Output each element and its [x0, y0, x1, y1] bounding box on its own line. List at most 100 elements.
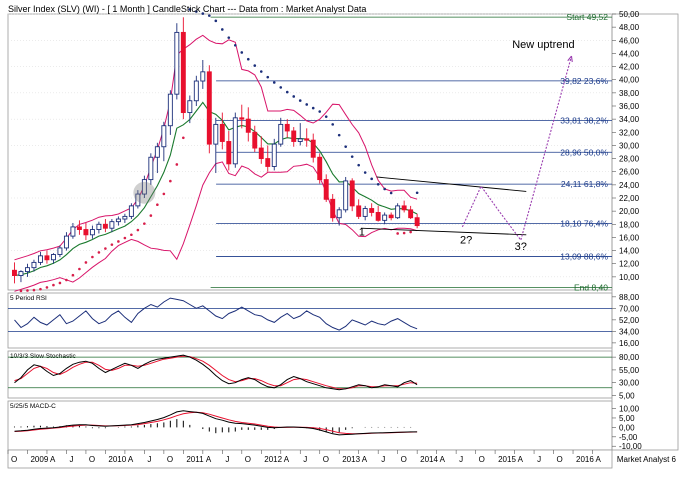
psar-dot [363, 171, 367, 174]
bollinger-upper [14, 34, 418, 261]
fib-label: 33,81 38,2% [560, 115, 608, 125]
psar-dot [130, 233, 133, 237]
candle [330, 194, 336, 222]
candle-body [349, 180, 355, 207]
psar-dot [298, 99, 302, 102]
candle-body [141, 179, 147, 195]
candle-body [252, 131, 258, 149]
psar-dot [227, 36, 231, 39]
candle [284, 119, 290, 138]
y-tick-label: 26,00 [619, 168, 640, 177]
indicator-tick-label: 34,00 [619, 327, 640, 336]
psar-dot [208, 14, 211, 17]
psar-dot [91, 255, 94, 259]
candle [18, 270, 24, 283]
y-tick-label: 18,00 [619, 220, 640, 229]
candle [219, 112, 225, 150]
candle-body [44, 255, 50, 261]
fib-label: 24,11 61,8% [561, 179, 609, 189]
candle [122, 213, 128, 223]
fib-label: 13,09 88,6% [560, 252, 608, 262]
psar-dot [396, 232, 399, 235]
y-tick-label: 20,00 [619, 207, 640, 216]
x-tick-label: J [69, 455, 73, 464]
candle-body [271, 143, 277, 167]
psar-dot [45, 286, 49, 289]
y-tick-label: 12,00 [619, 260, 640, 269]
x-axis: O 2009 A J O 2010 A J O 2011 A J O 2012 A J O 2013 A J O 2014… [7, 449, 677, 469]
psar-dot [233, 43, 237, 47]
psar-dot [318, 110, 322, 113]
y-tick-label: 44,00 [619, 49, 640, 58]
x-tick-label: 2009 [30, 455, 48, 464]
y-axis: 50,00 48,00 46,00 44,00 42,00 40,00 38,00 36,00… [612, 10, 640, 282]
candle [245, 107, 251, 142]
candle [239, 104, 245, 129]
candle-body [50, 254, 56, 261]
parabolic-sar [19, 8, 419, 293]
candle-body [297, 138, 303, 142]
y-tick-label: 34,00 [619, 115, 640, 124]
fib-label: Start 49,52 [566, 12, 608, 22]
psar-dot [19, 289, 23, 293]
candle [213, 117, 219, 174]
indicator-tick-label: 16,00 [619, 339, 640, 348]
candle-body [317, 156, 323, 181]
candle-body [37, 255, 43, 263]
candle [317, 153, 323, 184]
candle-body [239, 117, 245, 120]
chart-title: Silver Index (SLV) (WI) - [ 1 Month ] Ca… [8, 4, 366, 14]
candle [336, 207, 342, 226]
candle-body [388, 214, 394, 219]
psar-dot [52, 283, 55, 287]
psar-dot [78, 267, 81, 271]
candle [271, 138, 277, 171]
candle-body [148, 156, 154, 181]
psar-dot [26, 289, 29, 292]
candle [102, 219, 108, 233]
psar-dot [97, 251, 101, 254]
stoch-d-line [14, 355, 418, 390]
candle-body [336, 209, 342, 219]
candle [304, 128, 310, 147]
indicator-tick-label: -5,00 [619, 433, 638, 442]
rsi-line [14, 297, 418, 331]
psar-dot [71, 273, 75, 277]
candle [161, 121, 167, 162]
y-tick-label: 50,00 [619, 10, 640, 19]
y-tick-label: 48,00 [619, 23, 640, 32]
stoch-k-line [14, 354, 418, 391]
candle [167, 90, 173, 135]
x-tick-label: A [128, 455, 134, 464]
candle [31, 259, 37, 272]
candle [310, 133, 316, 163]
psar-dot [123, 236, 127, 240]
candle-body [70, 226, 76, 237]
candle-body [31, 261, 37, 269]
psar-dot [39, 287, 42, 291]
x-tick-label: A [50, 455, 56, 464]
x-tick-label: O [167, 455, 173, 464]
candle [89, 225, 95, 239]
candle [375, 205, 381, 222]
candle-body [375, 212, 381, 221]
psar-dot [266, 75, 270, 79]
candle [401, 200, 407, 213]
rsi-panel: 5 Period RSI 88,00 70,00 52,00 34,00 16,00 [8, 293, 640, 348]
candle-body [96, 223, 102, 230]
candle-body [200, 71, 206, 82]
x-tick-label: A [362, 455, 368, 464]
indicator-tick-label: 5,00 [619, 391, 635, 400]
projection-line [461, 55, 573, 242]
x-tick-label: A [518, 455, 524, 464]
psar-dot [344, 145, 347, 148]
y-tick-label: 22,00 [619, 194, 640, 203]
candle-body [382, 214, 388, 221]
candle-body [310, 139, 316, 158]
candle [356, 199, 362, 220]
candle [135, 190, 141, 209]
candle-body [356, 205, 362, 217]
x-tick-label: A [596, 455, 602, 464]
triangle-lower [361, 227, 527, 236]
candle-body [12, 269, 17, 276]
